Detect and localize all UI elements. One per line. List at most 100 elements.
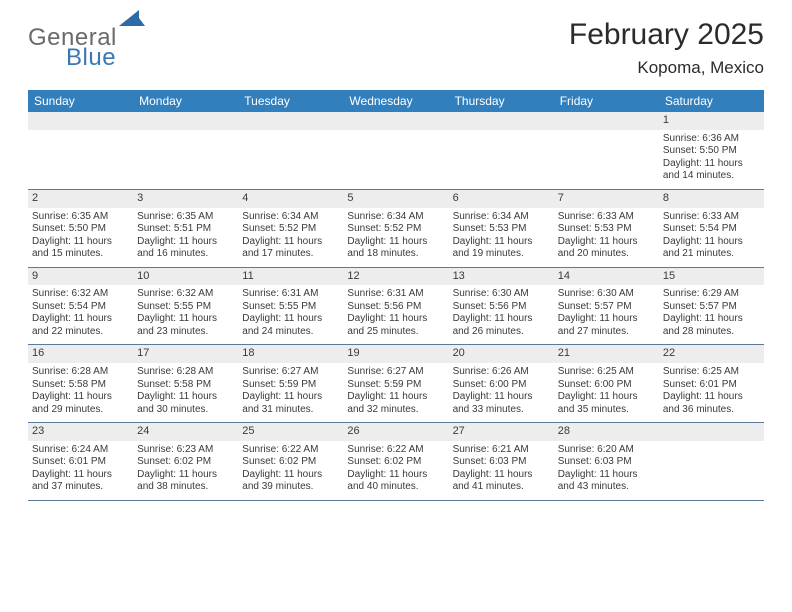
day-sunrise: Sunrise: 6:32 AM [32, 288, 129, 301]
day-day2: and 39 minutes. [242, 481, 339, 494]
day-number [238, 112, 343, 130]
day-sunrise: Sunrise: 6:34 AM [347, 211, 444, 224]
day-cell: 16Sunrise: 6:28 AMSunset: 5:58 PMDayligh… [28, 345, 133, 422]
day-cell: 18Sunrise: 6:27 AMSunset: 5:59 PMDayligh… [238, 345, 343, 422]
day-cell: 6Sunrise: 6:34 AMSunset: 5:53 PMDaylight… [449, 190, 554, 267]
day-day2: and 17 minutes. [242, 248, 339, 261]
day-day2: and 32 minutes. [347, 404, 444, 417]
day-sunrise: Sunrise: 6:30 AM [453, 288, 550, 301]
day-sunrise: Sunrise: 6:21 AM [453, 444, 550, 457]
day-number: 5 [343, 190, 448, 208]
logo: General Blue [28, 24, 145, 80]
day-number: 26 [343, 423, 448, 441]
day-day1: Daylight: 11 hours [242, 391, 339, 404]
dow-saturday: Saturday [659, 90, 764, 112]
day-sunset: Sunset: 5:57 PM [663, 301, 760, 314]
day-day1: Daylight: 11 hours [347, 236, 444, 249]
day-day1: Daylight: 11 hours [137, 313, 234, 326]
dow-friday: Friday [554, 90, 659, 112]
page-subtitle: Kopoma, Mexico [569, 58, 764, 78]
day-cell: 25Sunrise: 6:22 AMSunset: 6:02 PMDayligh… [238, 423, 343, 500]
day-sunrise: Sunrise: 6:34 AM [453, 211, 550, 224]
day-sunset: Sunset: 6:00 PM [558, 379, 655, 392]
day-number: 6 [449, 190, 554, 208]
day-number: 1 [659, 112, 764, 130]
logo-word-2: Blue [66, 44, 116, 71]
day-day1: Daylight: 11 hours [32, 313, 129, 326]
day-sunrise: Sunrise: 6:25 AM [558, 366, 655, 379]
day-number: 16 [28, 345, 133, 363]
day-sunrise: Sunrise: 6:23 AM [137, 444, 234, 457]
day-day2: and 14 minutes. [663, 170, 760, 183]
day-sunrise: Sunrise: 6:35 AM [32, 211, 129, 224]
day-number: 17 [133, 345, 238, 363]
day-sunset: Sunset: 5:59 PM [347, 379, 444, 392]
day-day1: Daylight: 11 hours [663, 158, 760, 171]
day-number: 22 [659, 345, 764, 363]
day-cell [449, 112, 554, 189]
day-number: 27 [449, 423, 554, 441]
day-cell: 20Sunrise: 6:26 AMSunset: 6:00 PMDayligh… [449, 345, 554, 422]
day-day2: and 30 minutes. [137, 404, 234, 417]
day-sunrise: Sunrise: 6:27 AM [347, 366, 444, 379]
week-row: 2Sunrise: 6:35 AMSunset: 5:50 PMDaylight… [28, 190, 764, 268]
day-sunrise: Sunrise: 6:30 AM [558, 288, 655, 301]
day-sunset: Sunset: 5:52 PM [347, 223, 444, 236]
day-sunrise: Sunrise: 6:22 AM [242, 444, 339, 457]
weeks-container: 1Sunrise: 6:36 AMSunset: 5:50 PMDaylight… [28, 112, 764, 501]
day-sunrise: Sunrise: 6:26 AM [453, 366, 550, 379]
day-number [659, 423, 764, 441]
day-day1: Daylight: 11 hours [453, 391, 550, 404]
day-day1: Daylight: 11 hours [663, 391, 760, 404]
day-day2: and 43 minutes. [558, 481, 655, 494]
day-number: 21 [554, 345, 659, 363]
day-day1: Daylight: 11 hours [347, 469, 444, 482]
day-day1: Daylight: 11 hours [558, 236, 655, 249]
day-cell: 23Sunrise: 6:24 AMSunset: 6:01 PMDayligh… [28, 423, 133, 500]
day-cell [554, 112, 659, 189]
day-cell: 9Sunrise: 6:32 AMSunset: 5:54 PMDaylight… [28, 268, 133, 345]
day-sunset: Sunset: 5:53 PM [453, 223, 550, 236]
day-sunrise: Sunrise: 6:28 AM [32, 366, 129, 379]
day-number: 28 [554, 423, 659, 441]
day-sunrise: Sunrise: 6:31 AM [347, 288, 444, 301]
day-sunrise: Sunrise: 6:25 AM [663, 366, 760, 379]
day-cell: 27Sunrise: 6:21 AMSunset: 6:03 PMDayligh… [449, 423, 554, 500]
logo-text-block: General Blue [28, 24, 145, 80]
day-day1: Daylight: 11 hours [558, 469, 655, 482]
day-cell: 10Sunrise: 6:32 AMSunset: 5:55 PMDayligh… [133, 268, 238, 345]
day-cell: 4Sunrise: 6:34 AMSunset: 5:52 PMDaylight… [238, 190, 343, 267]
title-block: February 2025 Kopoma, Mexico [569, 18, 764, 78]
day-sunrise: Sunrise: 6:33 AM [663, 211, 760, 224]
day-day1: Daylight: 11 hours [242, 236, 339, 249]
week-row: 16Sunrise: 6:28 AMSunset: 5:58 PMDayligh… [28, 345, 764, 423]
day-cell: 7Sunrise: 6:33 AMSunset: 5:53 PMDaylight… [554, 190, 659, 267]
day-number [554, 112, 659, 130]
day-day1: Daylight: 11 hours [32, 469, 129, 482]
calendar: Sunday Monday Tuesday Wednesday Thursday… [28, 90, 764, 501]
day-sunrise: Sunrise: 6:34 AM [242, 211, 339, 224]
day-day2: and 37 minutes. [32, 481, 129, 494]
dow-monday: Monday [133, 90, 238, 112]
day-cell: 22Sunrise: 6:25 AMSunset: 6:01 PMDayligh… [659, 345, 764, 422]
page-title: February 2025 [569, 18, 764, 52]
day-number: 15 [659, 268, 764, 286]
day-day2: and 29 minutes. [32, 404, 129, 417]
day-sunrise: Sunrise: 6:24 AM [32, 444, 129, 457]
day-sunset: Sunset: 5:53 PM [558, 223, 655, 236]
day-day2: and 22 minutes. [32, 326, 129, 339]
day-number: 3 [133, 190, 238, 208]
day-day1: Daylight: 11 hours [453, 313, 550, 326]
day-cell: 12Sunrise: 6:31 AMSunset: 5:56 PMDayligh… [343, 268, 448, 345]
day-day1: Daylight: 11 hours [558, 313, 655, 326]
day-sunset: Sunset: 5:54 PM [32, 301, 129, 314]
day-day1: Daylight: 11 hours [137, 236, 234, 249]
day-day2: and 35 minutes. [558, 404, 655, 417]
day-sunset: Sunset: 6:03 PM [558, 456, 655, 469]
day-cell: 8Sunrise: 6:33 AMSunset: 5:54 PMDaylight… [659, 190, 764, 267]
day-number: 14 [554, 268, 659, 286]
day-cell: 26Sunrise: 6:22 AMSunset: 6:02 PMDayligh… [343, 423, 448, 500]
day-day1: Daylight: 11 hours [242, 469, 339, 482]
day-day2: and 18 minutes. [347, 248, 444, 261]
day-number: 13 [449, 268, 554, 286]
